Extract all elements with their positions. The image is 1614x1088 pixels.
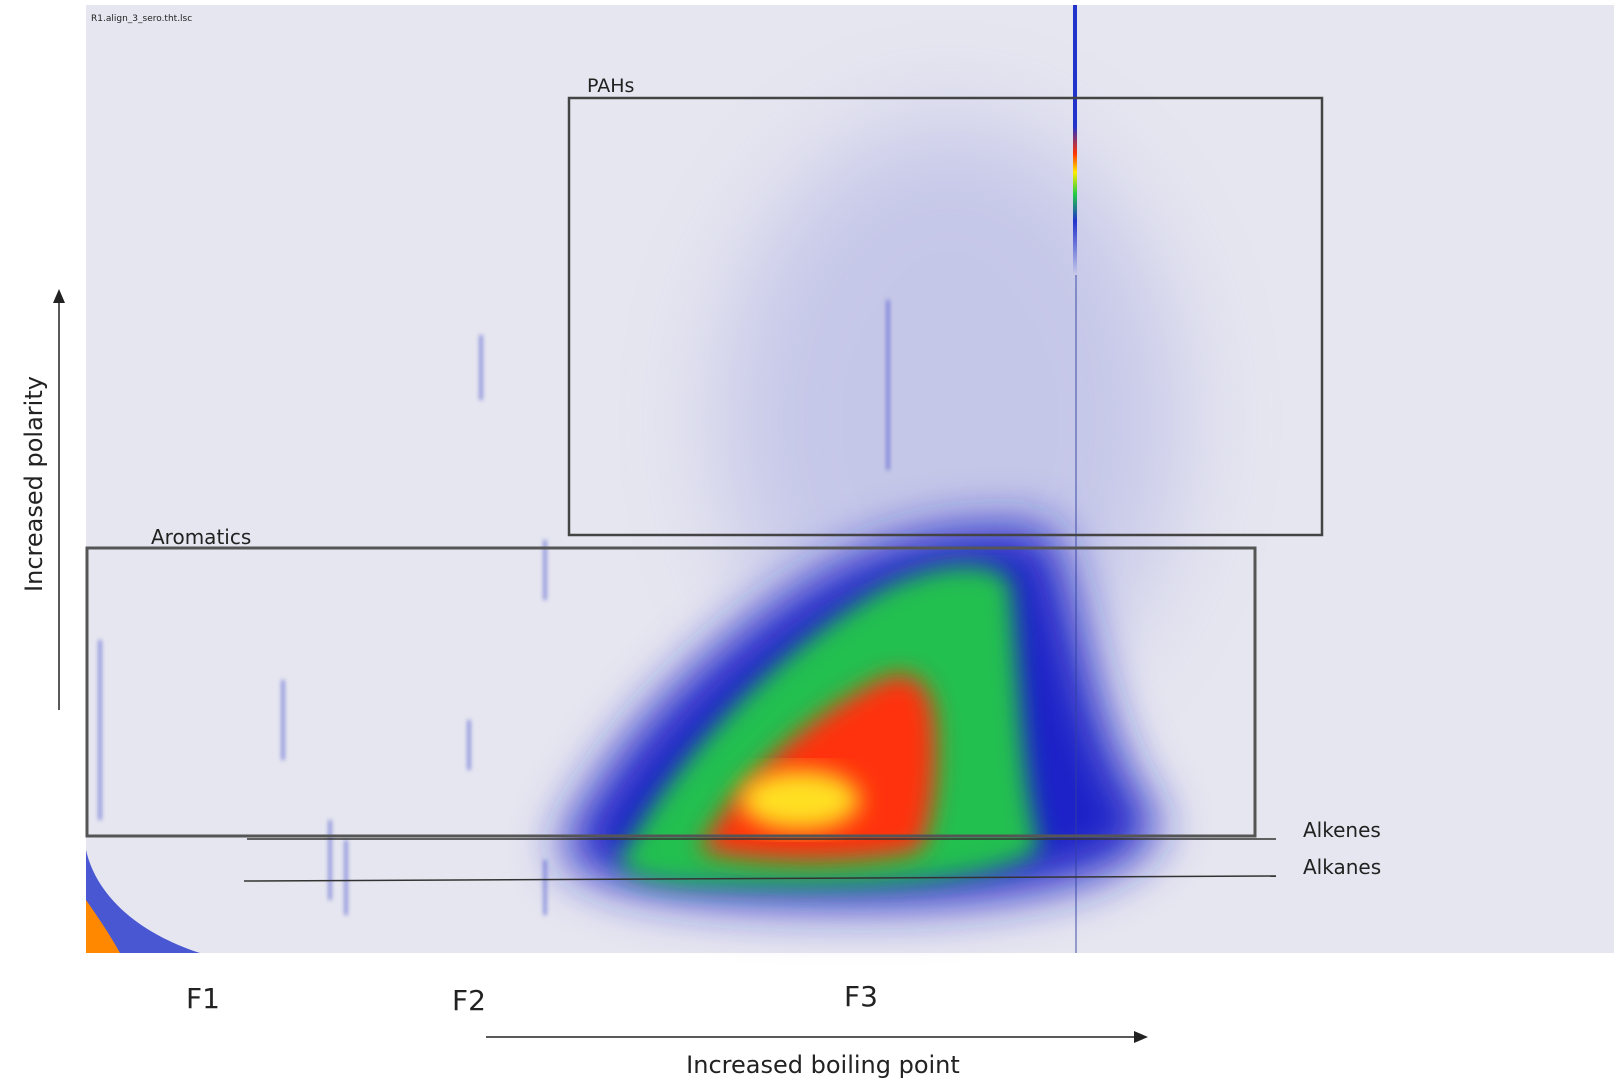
aromatics-box	[85, 546, 1257, 838]
y-arrowhead	[53, 289, 65, 303]
x-arrowhead	[1134, 1031, 1148, 1043]
fraction-label: F2	[452, 984, 486, 1017]
line-label: Alkenes	[1303, 818, 1381, 842]
fraction-label: F1	[186, 982, 220, 1015]
x-axis-label: Increased boiling point	[686, 1051, 960, 1079]
fraction-label: F3	[844, 980, 878, 1013]
line-label: Alkanes	[1303, 855, 1381, 879]
heatmap	[86, 5, 1180, 953]
pahs-box	[567, 96, 1324, 537]
file-label: R1.align_3_sero.tht.lsc	[91, 14, 192, 24]
y-axis-label: Increased polarity	[20, 376, 48, 592]
region-label: PAHs	[587, 75, 634, 97]
alkanes-line	[243, 875, 1277, 882]
region-label: Aromatics	[151, 525, 251, 549]
